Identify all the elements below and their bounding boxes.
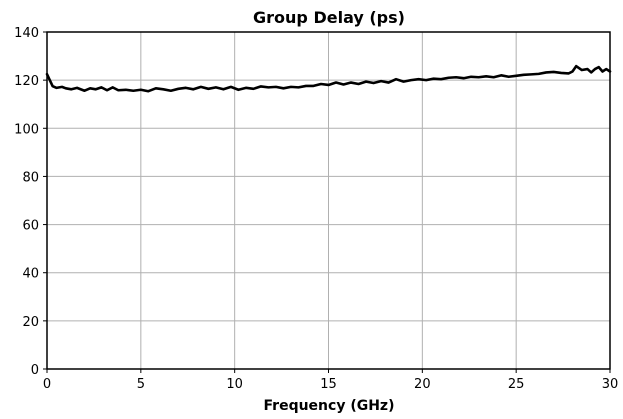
series-group — [45, 64, 612, 93]
y-tick-label: 40 — [22, 267, 39, 282]
x-tick-label: 10 — [226, 377, 243, 392]
y-tick-label: 140 — [14, 26, 39, 41]
chart-title: Group Delay (ps) — [253, 8, 405, 27]
y-tick-label: 60 — [22, 219, 39, 234]
x-tick-label: 30 — [602, 377, 619, 392]
grid-lines — [46, 31, 611, 370]
y-tick-label: 80 — [22, 170, 39, 185]
x-tick-label: 15 — [320, 377, 337, 392]
y-axis-ticks: 0 20 40 60 80 100 120 140 — [14, 26, 47, 378]
x-tick-label: 25 — [508, 377, 525, 392]
x-tick-label: 0 — [43, 377, 51, 392]
series-line-0 — [45, 64, 612, 93]
y-tick-label: 20 — [22, 315, 39, 330]
y-tick-label: 0 — [31, 363, 39, 378]
y-tick-label: 100 — [14, 122, 39, 137]
x-axis-title: Frequency (GHz) — [264, 398, 395, 414]
x-tick-label: 20 — [414, 377, 431, 392]
y-tick-label: 120 — [14, 74, 39, 89]
x-tick-label: 5 — [137, 377, 145, 392]
x-axis-ticks: 0 5 10 15 20 25 30 — [43, 369, 618, 392]
